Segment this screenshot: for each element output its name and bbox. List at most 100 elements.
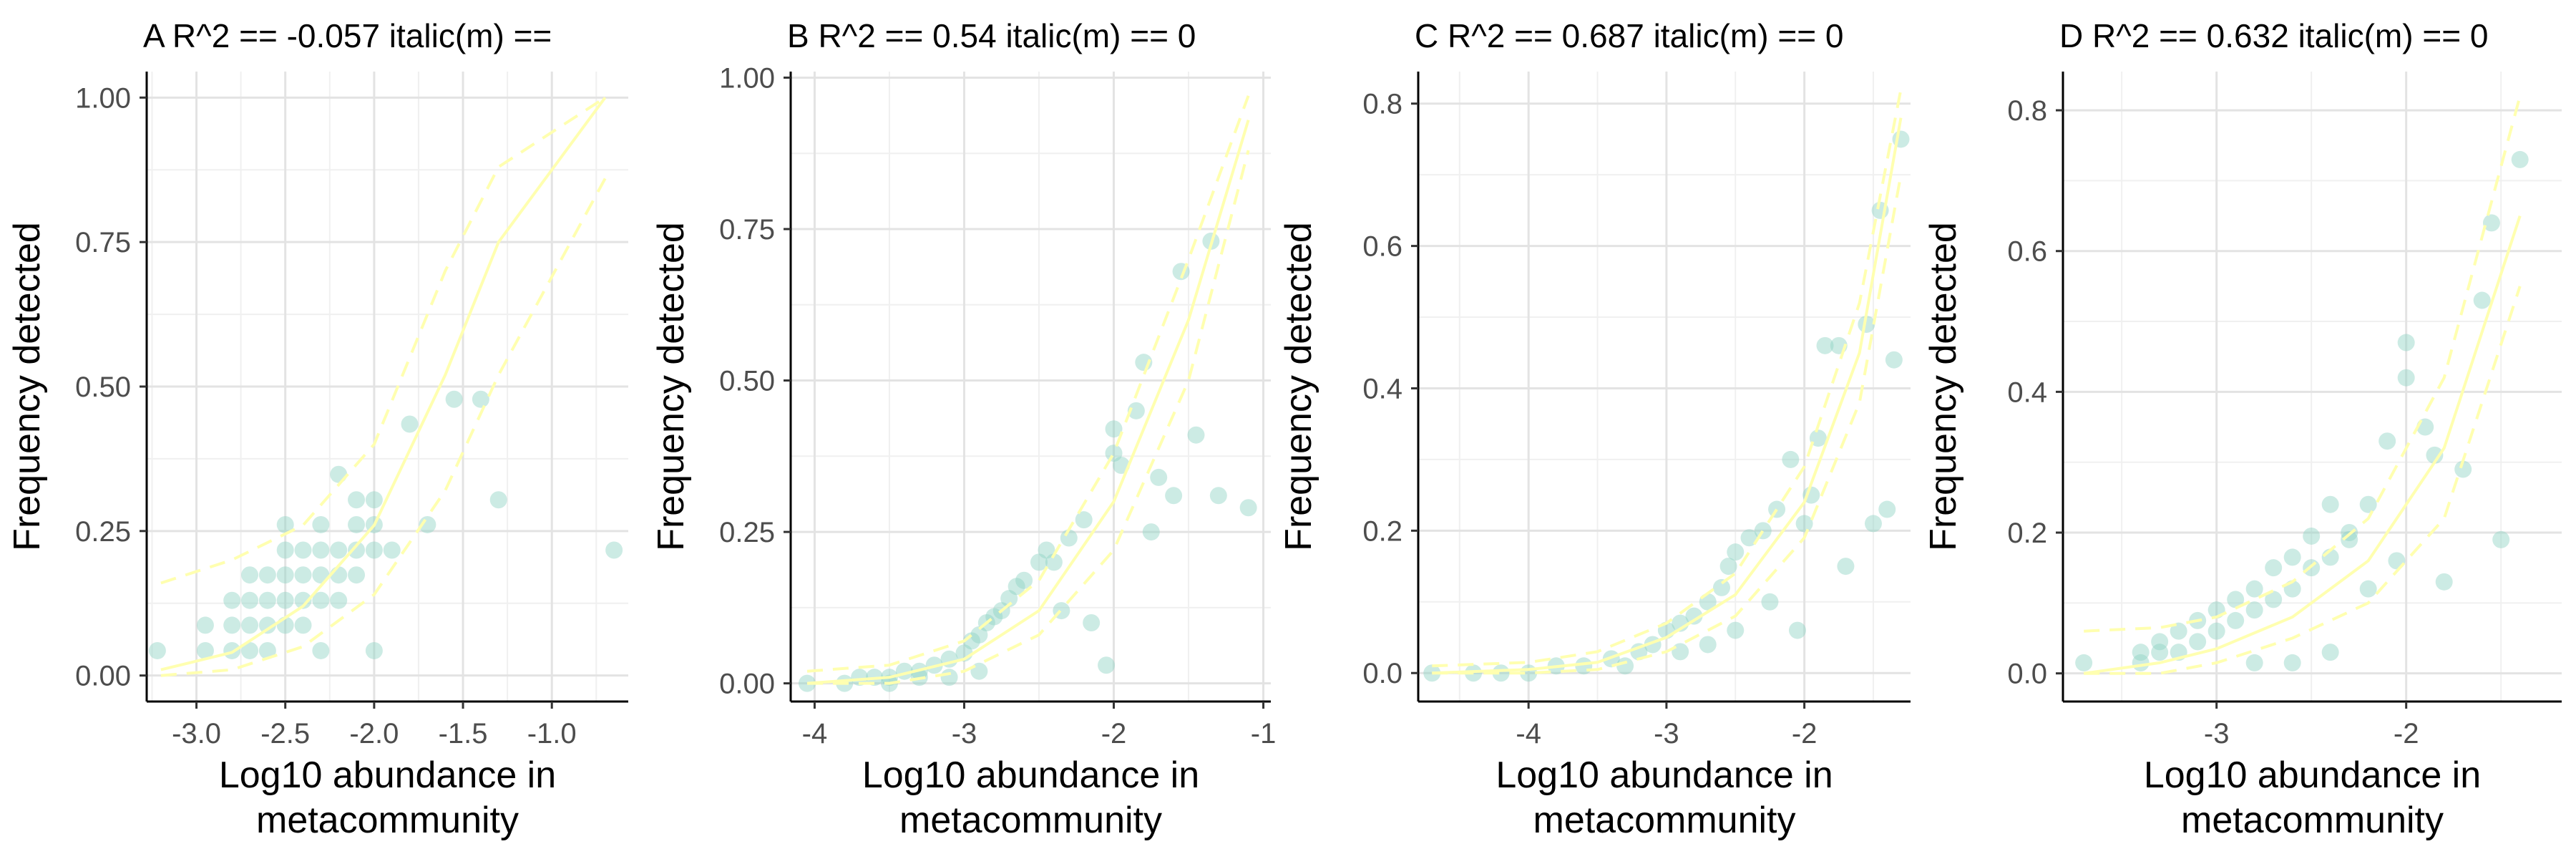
data-point	[1864, 515, 1882, 533]
data-point	[241, 641, 259, 659]
data-point	[1788, 621, 1806, 639]
data-point	[1045, 553, 1063, 571]
data-point	[2170, 622, 2187, 640]
data-point	[365, 491, 383, 509]
data-point	[241, 616, 259, 634]
x-tick-label: -2	[2394, 718, 2419, 749]
data-point	[1030, 553, 1048, 571]
data-point	[276, 515, 294, 533]
y-tick-label: 0.25	[75, 516, 131, 548]
data-point	[1150, 468, 1168, 486]
y-tick-label: 0.2	[1362, 515, 1402, 547]
plot-area	[791, 72, 1271, 702]
x-axis-label-line2: metacommunity	[256, 800, 519, 841]
data-point	[2359, 580, 2377, 598]
data-point	[365, 541, 383, 559]
data-point	[2426, 446, 2444, 464]
data-point	[258, 616, 276, 634]
data-point	[2303, 527, 2321, 545]
data-point	[1423, 664, 1441, 682]
data-point	[258, 566, 276, 584]
data-point	[2265, 591, 2283, 608]
y-tick-label: 0.6	[1362, 231, 1402, 263]
x-tick-label: -3	[952, 718, 977, 749]
data-point	[1712, 578, 1730, 596]
data-point	[2397, 334, 2415, 351]
x-axis-label-line2: metacommunity	[2181, 800, 2444, 841]
data-point	[970, 662, 988, 680]
data-point	[312, 591, 330, 609]
x-axis-label: Log10 abundance in	[219, 754, 556, 796]
panel-c: -4 -3 -2 0.0 0.2 0.4 0.6 0.8 C R^2 == 0.687 ital…	[1278, 17, 1911, 841]
data-point	[2454, 460, 2472, 478]
data-point	[1038, 541, 1055, 559]
data-point	[2075, 654, 2093, 671]
data-point	[2511, 150, 2529, 168]
gridlines	[147, 72, 628, 702]
data-point	[348, 515, 366, 533]
plot-area	[1418, 72, 1911, 702]
y-tick-label: 0.75	[75, 227, 131, 258]
x-tick-label: -1.5	[439, 718, 488, 749]
data-point	[1105, 420, 1123, 438]
data-point	[276, 566, 294, 584]
data-point	[445, 390, 463, 408]
panel-a: -3.0 -2.5 -2.0 -1.5 -1.0 0.00 0.25 0.50 0.75 1.00…	[6, 17, 628, 841]
data-point	[223, 641, 241, 659]
data-point	[1802, 486, 1820, 504]
y-tick-label: 0.2	[2007, 518, 2047, 549]
data-point	[2492, 530, 2510, 548]
data-point	[312, 515, 330, 533]
data-point	[294, 566, 312, 584]
data-point	[2227, 611, 2245, 629]
data-point	[241, 566, 259, 584]
data-points	[2075, 150, 2529, 671]
data-point	[1782, 450, 1800, 468]
x-tick-label: -3	[2204, 718, 2230, 749]
data-point	[2245, 580, 2263, 598]
data-point	[2245, 601, 2263, 619]
fit-lower-line	[2084, 286, 2522, 675]
fit-upper-line	[160, 96, 606, 585]
data-point	[383, 541, 401, 559]
data-point	[1685, 607, 1703, 625]
data-point	[1098, 656, 1116, 674]
y-tick-label: 0.50	[75, 372, 131, 403]
data-point	[472, 390, 489, 408]
x-tick-label: -4	[802, 718, 828, 749]
y-tick-label: 0.0	[1362, 658, 1402, 689]
fit-upper-line	[2084, 95, 2522, 633]
data-point	[241, 591, 259, 609]
data-point	[851, 669, 869, 686]
data-point	[1127, 402, 1145, 419]
panel-title: A R^2 == -0.057 italic(m) ==	[143, 17, 552, 54]
fit-upper-line	[1432, 89, 1903, 668]
data-point	[330, 566, 348, 584]
data-point	[348, 566, 366, 584]
data-point	[1015, 571, 1033, 589]
data-point	[1060, 529, 1078, 547]
data-point	[1837, 558, 1855, 576]
fit-lower-line	[807, 150, 1250, 685]
y-axis-label: Frequency detected	[1278, 222, 1319, 551]
y-tick-label: 0.50	[719, 366, 775, 397]
data-point	[1816, 336, 1834, 354]
y-tick-label: 1.00	[719, 62, 775, 94]
y-tick-label: 0.00	[719, 669, 775, 700]
data-point	[2151, 633, 2169, 651]
data-point	[1878, 500, 1896, 518]
data-point	[1727, 543, 1745, 561]
data-point	[2283, 654, 2301, 671]
fit-line	[2083, 215, 2522, 675]
data-point	[1492, 664, 1510, 682]
data-point	[2397, 369, 2415, 387]
data-point	[1630, 643, 1648, 661]
y-tick-label: 0.4	[2007, 377, 2047, 408]
data-point	[1209, 487, 1227, 505]
fit-line	[1432, 117, 1903, 675]
fit-lines	[2083, 95, 2522, 675]
data-point	[2359, 495, 2377, 513]
data-point	[2435, 573, 2453, 591]
